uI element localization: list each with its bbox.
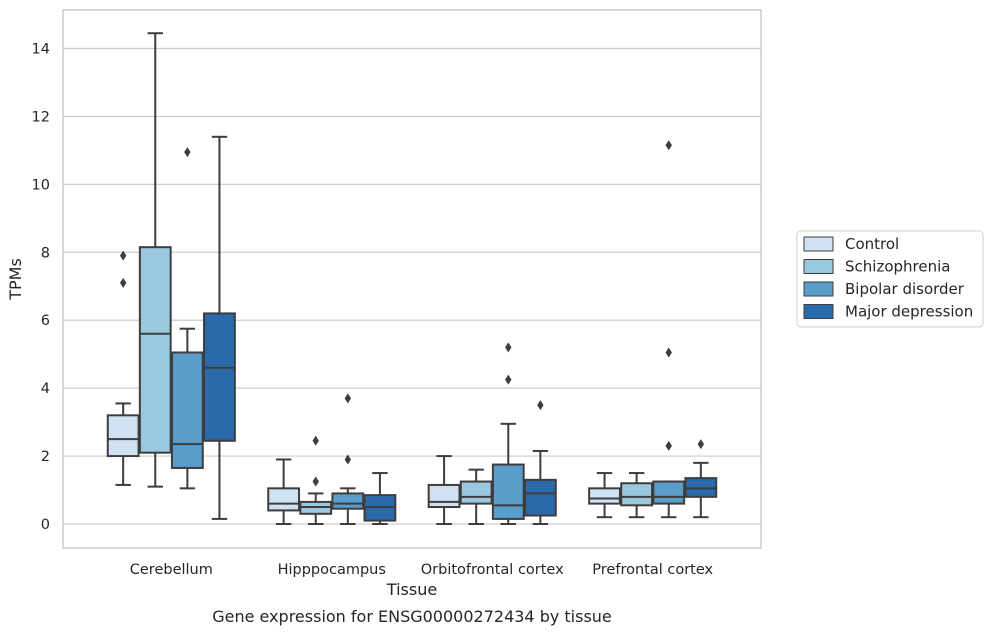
- box-iqr: [459, 480, 493, 505]
- y-tick-label: 10: [32, 177, 50, 193]
- box-group: [588, 472, 621, 519]
- outlier-marker: [312, 435, 319, 446]
- legend-label: Major depression: [845, 303, 973, 321]
- legend-label: Control: [845, 235, 899, 253]
- legend: Control Schizophrenia Bipolar disorder Majo…: [796, 230, 984, 328]
- legend-swatch: [803, 236, 834, 252]
- y-tick-label: 14: [32, 42, 50, 58]
- x-tick-labels: Cerebellum Hipppocampus Orbitofrontal cort…: [130, 562, 714, 578]
- box-iqr: [106, 414, 140, 458]
- outlier-marker: [184, 147, 191, 158]
- box-iqr: [331, 492, 365, 510]
- box-iqr: [267, 487, 301, 512]
- x-axis-label: Tissue: [386, 580, 437, 599]
- box-iqr: [620, 482, 654, 507]
- y-tick-label: 8: [41, 245, 50, 261]
- box-iqr: [203, 312, 236, 442]
- box-iqr: [588, 487, 621, 505]
- box-group: [427, 455, 461, 525]
- box-group: [331, 393, 365, 525]
- box-group: [170, 147, 204, 490]
- box-iqr: [427, 483, 461, 509]
- outlier-marker: [505, 342, 512, 353]
- outlier-marker: [505, 374, 512, 385]
- box-group: [106, 250, 140, 486]
- outlier-marker: [344, 393, 352, 404]
- box-group: [459, 468, 493, 525]
- x-tick-label: Orbitofrontal cortex: [421, 562, 564, 578]
- legend-swatch: [803, 281, 834, 297]
- legend-label: Schizophrenia: [845, 258, 950, 276]
- box-iqr: [138, 246, 172, 454]
- outlier-marker: [537, 400, 544, 411]
- outlier-marker: [119, 277, 127, 288]
- box-group: [299, 435, 333, 525]
- legend-swatch: [803, 304, 834, 319]
- box-iqr: [170, 351, 204, 469]
- box-group: [620, 472, 654, 519]
- y-tick-label: 4: [41, 381, 50, 397]
- y-tick-label: 6: [41, 313, 50, 329]
- outlier-marker: [665, 140, 672, 151]
- box-iqr: [652, 480, 686, 505]
- box-group: [684, 439, 718, 519]
- box-group: [363, 472, 397, 525]
- y-tick-label: 12: [32, 109, 50, 125]
- legend-label: Bipolar disorder: [845, 280, 965, 298]
- outlier-marker: [697, 439, 705, 450]
- box-group: [523, 400, 557, 525]
- chart-caption: Gene expression for ENSG00000272434 by t…: [212, 607, 612, 626]
- plot-frame: [62, 9, 762, 549]
- box-iqr: [523, 478, 557, 517]
- x-tick-label: Hipppocampus: [278, 562, 386, 578]
- outlier-marker: [665, 440, 672, 451]
- outlier-marker: [344, 454, 352, 465]
- outlier-marker: [665, 347, 672, 358]
- legend-swatch: [803, 259, 834, 274]
- outlier-marker: [312, 476, 319, 487]
- x-tick-label: Cerebellum: [130, 562, 213, 578]
- box-group: [267, 458, 301, 525]
- legend-frame: [796, 230, 984, 328]
- box-group: [652, 140, 686, 519]
- box-group: [138, 32, 172, 488]
- outlier-marker: [119, 250, 127, 261]
- box-group: [203, 135, 236, 520]
- box-group: [491, 342, 525, 525]
- box-iqr: [491, 463, 525, 520]
- x-tick-label: Prefrontal cortex: [592, 562, 713, 578]
- y-tick-label: 2: [41, 449, 50, 465]
- boxplot-layer: [106, 32, 718, 525]
- y-tick-labels: 0 2 4 6 8 10 12 14: [32, 42, 50, 534]
- y-axis-label: TPMs: [6, 258, 25, 301]
- y-tick-label: 0: [41, 517, 50, 533]
